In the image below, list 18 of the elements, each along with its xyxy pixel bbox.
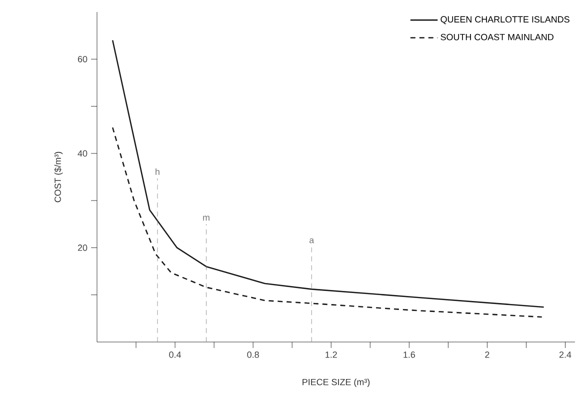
line-series xyxy=(112,40,544,308)
x-tick-label: 2.4 xyxy=(559,351,572,358)
x-tick-label: 0.8 xyxy=(247,351,259,358)
x-tick-label: 1.2 xyxy=(326,351,337,358)
y-tick-label: 60 xyxy=(78,56,88,62)
ref-line-label: a xyxy=(309,238,314,244)
ref-line-label: h xyxy=(156,168,160,175)
y-tick-label: 20 xyxy=(78,244,88,251)
y-tick-label: 40 xyxy=(78,150,88,157)
x-axis-title: PIECE SIZE (m³) xyxy=(302,378,370,387)
legend-label: SOUTH COAST MAINLAND xyxy=(440,34,554,40)
legend-label: QUEEN CHARLOTTE ISLANDS xyxy=(440,16,570,24)
y-axis-title: COST ($/m³) xyxy=(54,152,63,202)
line-series xyxy=(112,126,542,318)
x-tick-label: 2 xyxy=(485,351,490,358)
x-tick-label: 1.6 xyxy=(404,351,416,358)
ref-line-label: m xyxy=(203,216,210,221)
x-tick-label: 0.4 xyxy=(169,351,182,358)
